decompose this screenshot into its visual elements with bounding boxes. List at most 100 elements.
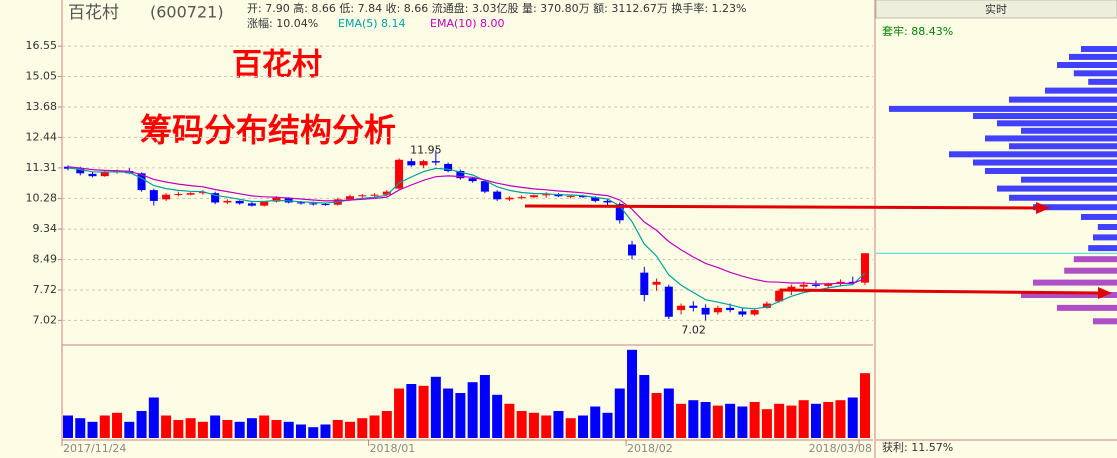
candle-body xyxy=(591,197,600,201)
candle-body xyxy=(272,197,281,202)
volume-bar xyxy=(455,393,466,438)
candle-body xyxy=(235,200,244,204)
chips-title: 实时 xyxy=(985,2,1007,16)
ema-line xyxy=(67,166,866,285)
candle-body xyxy=(382,191,391,195)
candle-body xyxy=(603,200,612,203)
volume-bar xyxy=(394,388,405,438)
volume-bar xyxy=(479,375,490,438)
candle-body xyxy=(628,244,637,256)
candle-body xyxy=(677,305,686,311)
candle-body xyxy=(284,197,293,203)
volume-bar xyxy=(565,418,576,438)
volume-bar xyxy=(688,400,699,438)
volume-bar xyxy=(737,406,748,438)
x-tick-label: 2017/11/24 xyxy=(63,442,126,455)
candle-body xyxy=(431,161,440,163)
volume-bar xyxy=(504,403,515,438)
y-tick-label: 15.05 xyxy=(26,69,58,82)
volume-bar xyxy=(320,424,331,438)
candle-body xyxy=(149,190,158,201)
candle-body xyxy=(750,310,759,315)
volume-bar xyxy=(87,421,98,438)
candle-body xyxy=(824,283,833,286)
candle-body xyxy=(713,307,722,313)
candle-body xyxy=(137,173,146,191)
volume-bar xyxy=(528,412,539,438)
candle-body xyxy=(468,178,477,182)
arrow-head xyxy=(1098,287,1112,299)
candle-body xyxy=(346,196,355,200)
volume-bar xyxy=(602,412,613,438)
chips-header xyxy=(875,0,1117,19)
ema-line xyxy=(67,167,866,310)
volume-bar xyxy=(798,400,809,438)
chip-bar xyxy=(1009,194,1117,201)
volume-bar xyxy=(614,388,625,438)
volume-bar xyxy=(639,375,650,438)
volume-bar xyxy=(197,421,208,438)
candle-body xyxy=(88,173,97,177)
candle-body xyxy=(186,193,195,195)
chip-bar xyxy=(1045,87,1117,94)
volume-bar xyxy=(725,403,736,438)
chip-bar xyxy=(1088,78,1117,85)
chip-bar xyxy=(1057,62,1117,69)
high-label: 11.95 xyxy=(410,143,442,156)
y-tick-label: 10.28 xyxy=(26,191,58,204)
y-tick-label: 7.72 xyxy=(33,283,58,296)
x-tick-label: 2018/03/08 xyxy=(809,442,872,455)
chip-bar xyxy=(1088,245,1117,252)
overlay-subtitle: 筹码分布结构分析 xyxy=(140,111,396,149)
quote: 开: 7.90 高: 8.66 低: 7.84 收: 8.66 流通盘: 3.0… xyxy=(247,1,746,15)
candle-body xyxy=(198,192,207,194)
candle-body xyxy=(419,161,428,166)
volume-bar xyxy=(761,409,772,438)
volume-bar xyxy=(173,420,184,438)
volume-bar xyxy=(541,415,552,438)
volume-bar xyxy=(75,418,86,438)
volume-bar xyxy=(148,397,159,438)
y-tick-label: 11.31 xyxy=(26,161,58,174)
chip-bar xyxy=(1069,53,1117,60)
stock-name: 百花村 xyxy=(68,3,119,23)
candle-body xyxy=(578,195,587,198)
volume-bar xyxy=(676,403,687,438)
candle-body xyxy=(162,194,171,200)
chip-bar xyxy=(1093,318,1117,325)
profit-label: 获利: 11.57% xyxy=(882,441,953,454)
volume-bar xyxy=(357,418,368,438)
volume-bar xyxy=(663,388,674,438)
ema10-label: EMA(10) 8.00 xyxy=(430,17,505,30)
candle-body xyxy=(861,253,869,283)
chip-bar xyxy=(997,120,1117,127)
candle-body xyxy=(836,281,845,284)
volume-bar xyxy=(443,388,454,438)
volume-bar xyxy=(835,400,846,438)
y-tick-label: 9.34 xyxy=(33,222,58,235)
chip-bar xyxy=(889,105,1117,112)
chip-bar xyxy=(1093,234,1117,241)
candle-body xyxy=(848,281,857,283)
chip-bar xyxy=(985,167,1117,174)
candle-body xyxy=(309,203,318,205)
chip-bar xyxy=(997,185,1117,192)
volume-bar xyxy=(283,421,294,438)
candle-body xyxy=(480,181,489,192)
overlay-title: 百花村 xyxy=(232,48,322,83)
volume-bar xyxy=(295,424,306,438)
candle-body xyxy=(529,195,538,198)
arrow-line xyxy=(524,204,1041,210)
volume-bar xyxy=(369,415,380,438)
volume-bar xyxy=(700,402,711,438)
chip-bar xyxy=(1021,291,1117,298)
chip-bar xyxy=(973,113,1117,120)
candle-body xyxy=(640,272,649,295)
volume-bar xyxy=(345,421,356,438)
candle-body xyxy=(775,290,784,302)
volume-bar xyxy=(712,405,723,438)
y-tick-label: 7.02 xyxy=(33,313,58,326)
candle-body xyxy=(811,284,820,286)
